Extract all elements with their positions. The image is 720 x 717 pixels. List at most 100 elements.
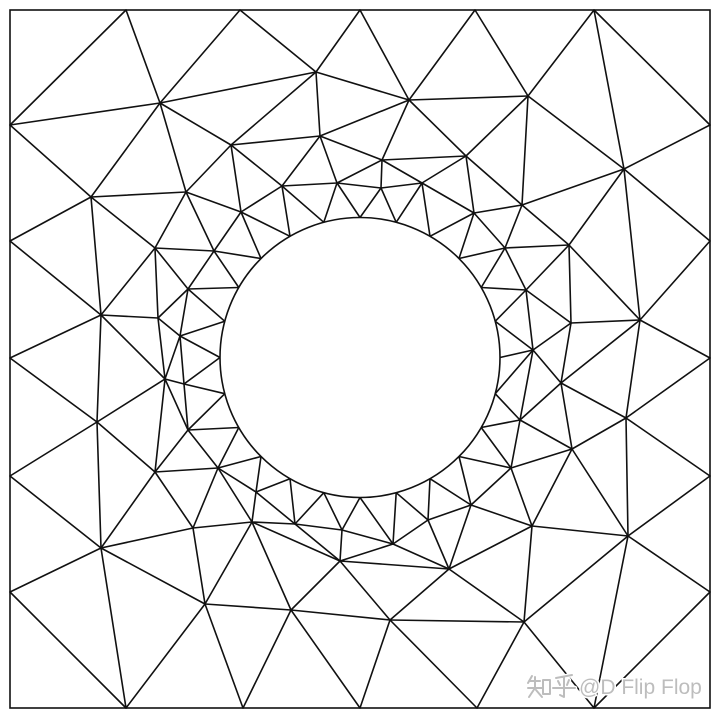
- mesh-edge: [179, 335, 221, 359]
- mesh-edge: [100, 547, 127, 709]
- mesh-edge: [192, 467, 219, 529]
- mesh-edge: [381, 155, 467, 161]
- mesh-edge: [179, 335, 185, 385]
- mesh-edge: [185, 191, 215, 252]
- mesh-edge: [476, 621, 525, 709]
- mesh-edge: [154, 247, 189, 290]
- watermark: @D Flip Flop: [525, 672, 703, 701]
- mesh-edge: [465, 155, 523, 206]
- mesh-edge: [427, 477, 431, 521]
- mesh-edge: [480, 247, 506, 289]
- mesh-edge: [294, 523, 341, 562]
- mesh-edge: [240, 211, 291, 238]
- mesh-edge: [525, 244, 570, 291]
- mesh-edge: [525, 289, 572, 324]
- hole-boundary: [219, 216, 501, 499]
- mesh-edge: [519, 382, 562, 421]
- mesh-edge: [510, 419, 521, 469]
- mesh-edge: [187, 250, 215, 290]
- mesh-edge: [473, 204, 523, 214]
- mesh-edge: [125, 603, 206, 709]
- mesh-edge: [251, 521, 341, 562]
- mesh-edge: [359, 187, 382, 219]
- mesh-edge: [395, 491, 429, 521]
- mesh-edge: [421, 155, 467, 184]
- mesh-edge: [458, 247, 506, 260]
- mesh-edge: [255, 477, 291, 493]
- mesh-edge: [239, 9, 317, 73]
- mesh-edge: [9, 314, 102, 359]
- outer-boundary: [9, 9, 711, 709]
- mesh-edge: [339, 543, 394, 562]
- mesh-edge: [458, 455, 512, 469]
- mesh-edge: [179, 320, 226, 337]
- mesh-edge: [519, 419, 573, 450]
- mesh-edge: [289, 477, 296, 525]
- mesh-edge: [532, 322, 572, 351]
- mesh-edge: [319, 135, 338, 184]
- mesh-edge: [159, 9, 241, 104]
- mesh-edge: [294, 523, 343, 531]
- mesh-edge: [392, 543, 450, 570]
- mesh-edge: [217, 467, 253, 523]
- mesh-edge: [281, 185, 291, 238]
- mesh-edge: [380, 159, 383, 189]
- mesh-edge: [510, 467, 533, 527]
- mesh-edge: [494, 320, 534, 351]
- mesh-edge: [157, 317, 166, 380]
- mesh-edge: [157, 288, 189, 319]
- mesh-edge: [154, 471, 194, 529]
- mesh-edge: [392, 519, 429, 545]
- mesh-edge: [568, 244, 641, 321]
- mesh-edge: [185, 191, 242, 213]
- mesh-edge: [341, 496, 361, 531]
- mesh-edge: [9, 475, 102, 549]
- mesh-edge: [427, 519, 450, 570]
- mesh-edge: [593, 9, 625, 170]
- mesh-edge: [185, 144, 232, 193]
- mesh-edge: [294, 491, 325, 525]
- mesh-edge: [322, 182, 338, 224]
- mesh-edge: [625, 357, 711, 419]
- mesh-edge: [521, 168, 625, 206]
- mesh-edge: [504, 247, 527, 291]
- mesh-edge: [458, 455, 472, 506]
- mesh-edge: [242, 609, 292, 709]
- mesh-edge: [408, 9, 476, 101]
- mesh-edge: [100, 547, 206, 605]
- mesh-edge: [504, 204, 523, 249]
- mesh-edge: [494, 289, 527, 323]
- mesh-edge: [474, 9, 529, 97]
- mesh-edge: [527, 95, 625, 170]
- mesh-edge: [627, 535, 711, 593]
- mesh-edge: [187, 286, 240, 290]
- mesh-edge: [255, 491, 296, 525]
- mesh-edge: [339, 560, 391, 621]
- mesh-edge: [627, 475, 711, 537]
- mesh-edge: [230, 135, 321, 146]
- mesh-edge: [341, 529, 394, 545]
- mesh-edge: [255, 455, 262, 493]
- mesh-edge: [560, 382, 627, 419]
- mesh-edge: [187, 392, 226, 431]
- mesh-edge: [100, 527, 194, 549]
- mesh-edge: [499, 349, 534, 359]
- mesh-edge: [639, 319, 711, 359]
- mesh-edge: [230, 71, 317, 146]
- mesh-edges: [9, 9, 711, 709]
- mesh-edge: [322, 491, 343, 531]
- mesh-edge: [521, 95, 529, 206]
- mesh-edge: [240, 185, 283, 213]
- mesh-edge: [429, 212, 475, 238]
- mesh-edge: [465, 95, 529, 157]
- mesh-edge: [389, 619, 525, 623]
- mesh-edge: [470, 504, 533, 527]
- mesh-edge: [90, 102, 161, 198]
- mesh-edge: [159, 102, 232, 146]
- mesh-edge: [251, 491, 257, 523]
- mesh-edge: [336, 182, 382, 189]
- mesh-edge: [154, 467, 219, 473]
- mesh-edge: [494, 392, 521, 421]
- mesh-edge: [315, 9, 361, 73]
- mesh-edge: [159, 102, 187, 193]
